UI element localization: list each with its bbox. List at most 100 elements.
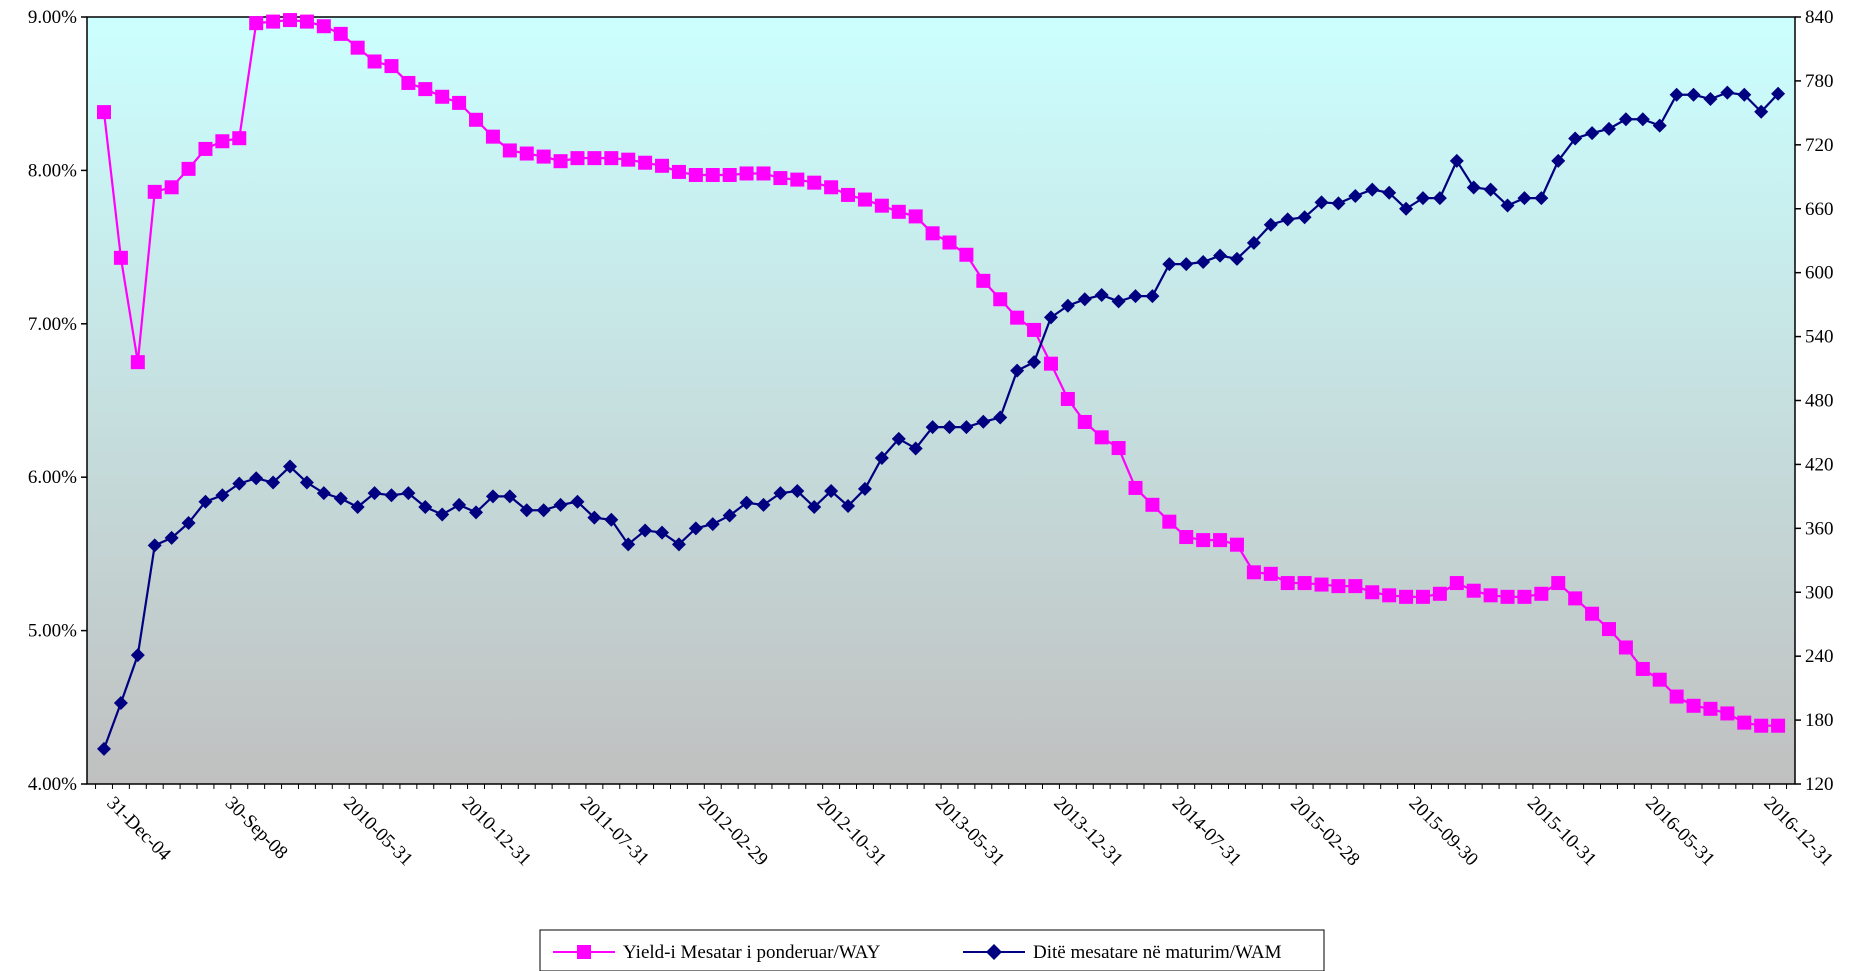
point-wam xyxy=(638,523,653,538)
point-wam xyxy=(604,512,619,527)
legend-box xyxy=(539,929,1325,971)
point-way xyxy=(1618,640,1633,655)
point-wam xyxy=(1297,210,1312,225)
point-way xyxy=(1551,576,1566,591)
point-way xyxy=(1297,576,1312,591)
point-way xyxy=(147,184,162,199)
point-wam xyxy=(1365,182,1380,197)
point-way xyxy=(1568,591,1583,606)
point-wam xyxy=(671,537,686,552)
point-way xyxy=(553,154,568,169)
point-way xyxy=(1077,414,1092,429)
point-way xyxy=(1399,589,1414,604)
point-wam xyxy=(1568,131,1583,146)
point-wam xyxy=(1162,257,1177,272)
point-way xyxy=(857,192,872,207)
point-wam xyxy=(469,505,484,520)
x-tick-label: 2016-12-31 xyxy=(1760,793,1838,871)
point-wam xyxy=(1111,294,1126,309)
right-tick-label: 720 xyxy=(1805,135,1834,156)
point-wam xyxy=(1331,196,1346,211)
point-wam xyxy=(1703,92,1718,107)
point-wam xyxy=(232,476,247,491)
point-wam xyxy=(739,495,754,510)
point-way xyxy=(130,355,145,370)
point-way xyxy=(401,75,416,90)
left-tick-label: 5.00% xyxy=(28,621,77,642)
series-line-wam xyxy=(102,91,1779,750)
x-tick-label: 2015-10-31 xyxy=(1523,793,1601,871)
point-way xyxy=(993,292,1008,307)
point-wam xyxy=(1601,121,1616,136)
x-tick-label: 2013-05-31 xyxy=(931,793,1009,871)
point-way xyxy=(925,226,940,241)
point-way xyxy=(1703,701,1718,716)
right-tick-label: 420 xyxy=(1805,454,1834,475)
point-wam xyxy=(976,414,991,429)
right-tick-label: 300 xyxy=(1805,582,1834,603)
point-way xyxy=(113,250,128,265)
point-way xyxy=(1382,588,1397,603)
point-wam xyxy=(1754,104,1769,119)
point-way xyxy=(316,19,331,34)
right-tick-label: 360 xyxy=(1805,518,1834,539)
point-way xyxy=(469,112,484,127)
point-wam xyxy=(147,538,162,553)
point-way xyxy=(1754,718,1769,733)
point-way xyxy=(198,141,213,156)
x-tick-label: 2015-09-30 xyxy=(1405,793,1483,871)
point-way xyxy=(1348,579,1363,594)
point-way xyxy=(722,168,737,183)
point-way xyxy=(942,235,957,250)
point-way xyxy=(1737,715,1752,730)
point-way xyxy=(1669,689,1684,704)
right-axis: 120 180 240 300 360 420 480 540 600 660 720 780 840 xyxy=(1795,7,1834,795)
point-way xyxy=(266,14,281,29)
point-wam xyxy=(502,489,517,504)
point-wam xyxy=(215,488,230,503)
point-wam xyxy=(1128,289,1143,304)
point-wam xyxy=(1517,191,1532,206)
point-wam xyxy=(1500,198,1515,213)
point-way xyxy=(1027,322,1042,337)
point-wam xyxy=(1534,191,1549,206)
point-wam xyxy=(198,494,213,509)
point-wam xyxy=(1382,185,1397,200)
point-way xyxy=(1060,391,1075,406)
point-wam xyxy=(266,475,281,490)
point-way xyxy=(333,26,348,41)
point-wam xyxy=(1060,298,1075,313)
point-wam xyxy=(773,486,788,501)
point-way xyxy=(1517,589,1532,604)
point-way xyxy=(1196,533,1211,548)
point-way xyxy=(1331,579,1346,594)
point-way xyxy=(655,158,670,173)
point-wam xyxy=(908,441,923,456)
point-wam xyxy=(1179,257,1194,272)
point-way xyxy=(1534,586,1549,601)
x-tick-label: 2012-02-29 xyxy=(694,793,772,871)
point-way xyxy=(1365,585,1380,600)
x-tick-label: 30-Sep-08 xyxy=(221,793,292,864)
point-wam xyxy=(722,508,737,523)
point-wam xyxy=(384,488,399,503)
point-wam xyxy=(891,431,906,446)
point-way xyxy=(1010,310,1025,325)
point-way xyxy=(671,164,686,179)
point-wam xyxy=(1043,310,1058,325)
point-wam xyxy=(130,648,145,663)
point-way xyxy=(452,95,467,110)
point-way xyxy=(570,151,585,166)
right-tick-label: 180 xyxy=(1805,710,1834,731)
point-way xyxy=(1145,497,1160,512)
point-wam xyxy=(925,420,940,435)
point-way xyxy=(1280,576,1295,591)
point-way xyxy=(350,40,365,55)
point-wam xyxy=(1483,182,1498,197)
point-wam xyxy=(1399,201,1414,216)
point-way xyxy=(1635,661,1650,676)
point-wam xyxy=(435,507,450,522)
point-wam xyxy=(1618,112,1633,127)
point-wam xyxy=(621,537,636,552)
point-way xyxy=(299,14,314,29)
